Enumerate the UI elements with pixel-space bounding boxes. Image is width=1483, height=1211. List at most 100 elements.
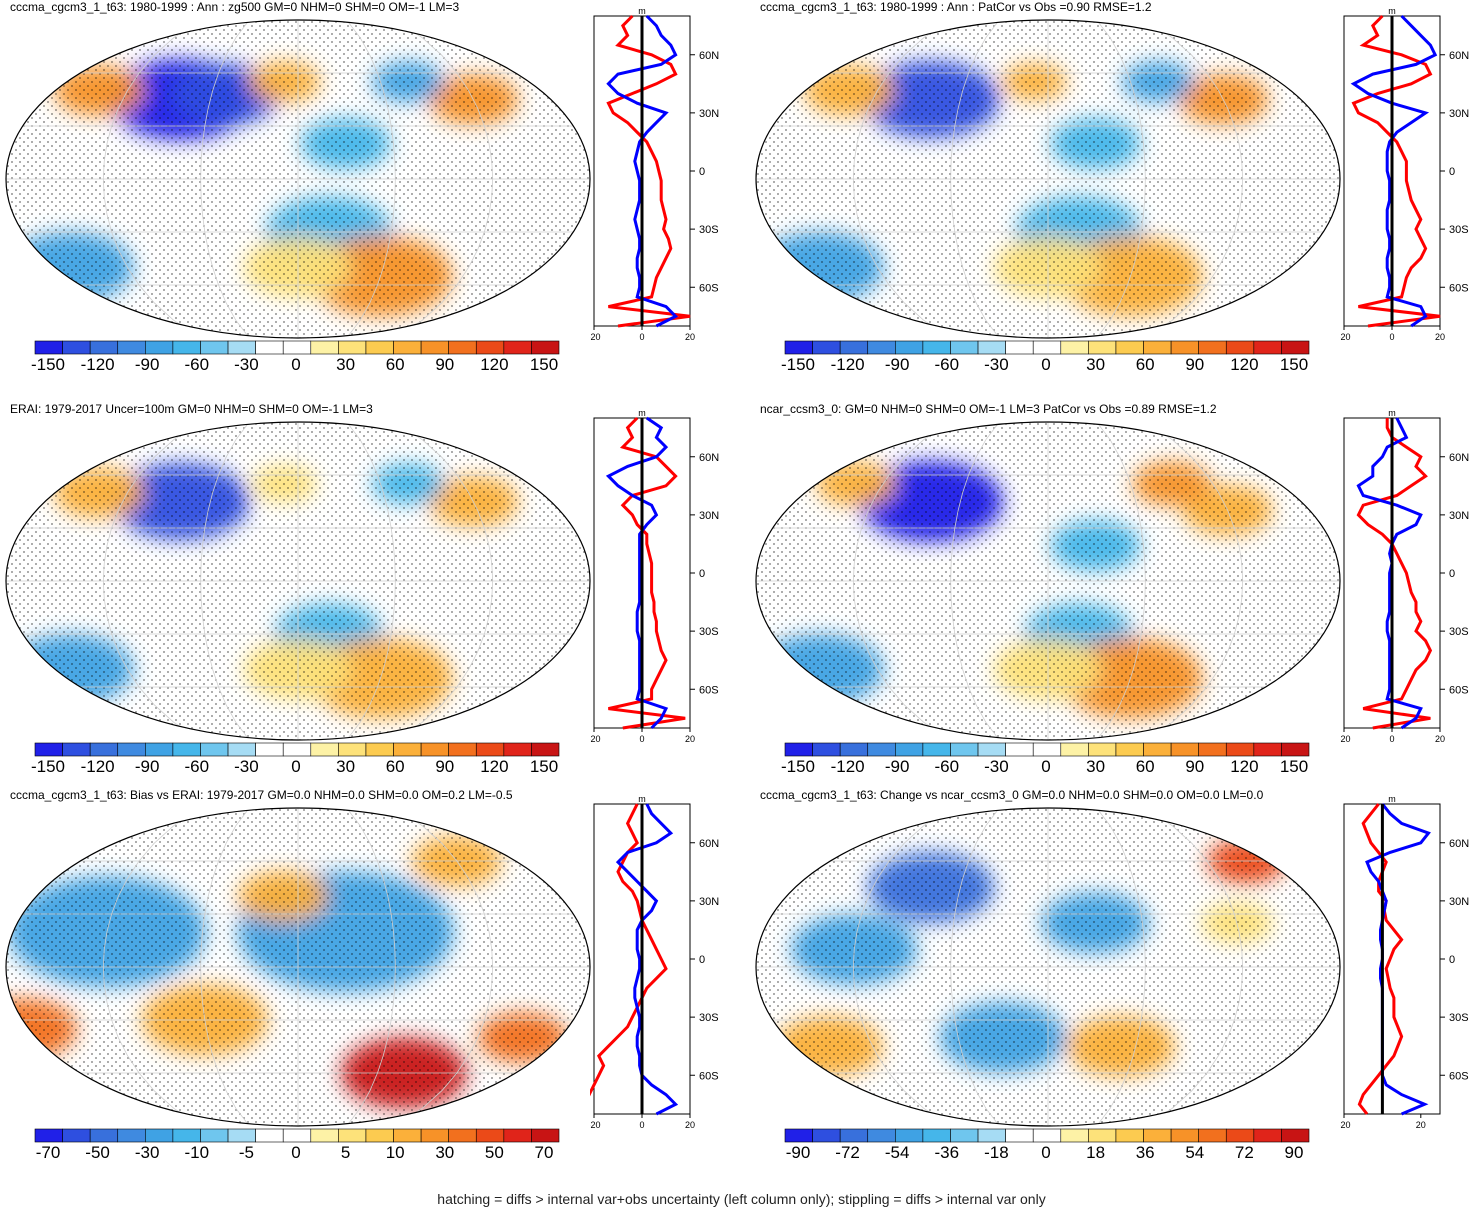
colorbar-tick-label: 120 xyxy=(1230,355,1259,374)
world-map xyxy=(5,807,591,1127)
zonal-lat-tick: 30N xyxy=(1449,896,1469,908)
colorbar-tick-label: -120 xyxy=(830,355,865,374)
colorbar-tick-label: -60 xyxy=(184,757,210,776)
zonal-x-tick: 0 xyxy=(1389,734,1394,744)
colorbar-tick-label: -30 xyxy=(984,757,1009,776)
colorbar-tick-label: -60 xyxy=(184,355,210,374)
colorbar-tick-label: -90 xyxy=(884,757,910,776)
colorbar-labels: -70 -50 -30 -10 -5 0 5 10 30 50 70 xyxy=(34,1143,558,1165)
colorbar-tick-label: -90 xyxy=(884,355,910,374)
colorbar-tick-label: -150 xyxy=(30,757,66,776)
colorbar-tick-label: 0 xyxy=(1041,757,1051,776)
zonal-x-tick: 20 xyxy=(685,734,695,744)
colorbar-tick-label: -90 xyxy=(785,1143,811,1162)
zonal-x-tick: 0 xyxy=(639,332,644,342)
zonal-obs-line xyxy=(590,803,668,1097)
zonal-mean-plot: m 60N 30N 0 30S 60S -20 0 20 xyxy=(590,794,719,1130)
colorbar-tick-label: -50 xyxy=(85,1143,110,1162)
zonal-lat-tick: 0 xyxy=(699,568,705,580)
colorbar-tick-label: 30 xyxy=(435,1143,455,1162)
colorbar-tick-label: 90 xyxy=(435,757,455,776)
zonal-lat-tick: 30S xyxy=(1449,224,1469,236)
zonal-lat-tick: 0 xyxy=(1449,166,1455,178)
colorbar-tick-label: 150 xyxy=(529,355,559,374)
zonal-lat-tick: 30S xyxy=(699,1012,719,1024)
colorbar-tick-label: 18 xyxy=(1086,1143,1106,1162)
colorbar-tick-label: 0 xyxy=(1041,355,1051,374)
zonal-x-tick: -20 xyxy=(1340,1120,1351,1130)
zonal-lat-tick: 30N xyxy=(1449,108,1469,120)
zonal-lat-tick: 0 xyxy=(1449,954,1455,966)
colorbar-tick-label: -72 xyxy=(835,1143,860,1162)
colorbar-tick-label: 72 xyxy=(1234,1143,1254,1162)
zonal-lat-tick: 0 xyxy=(699,166,705,178)
panel-title: cccma_cgcm3_1_t63: Change vs ncar_ccsm3_… xyxy=(760,788,1264,802)
colorbar xyxy=(784,340,1310,355)
colorbar-tick-label: 150 xyxy=(1279,355,1309,374)
zonal-lat-tick: 60S xyxy=(1449,684,1469,696)
zonal-x-tick: -20 xyxy=(590,332,601,342)
colorbar-tick-label: -150 xyxy=(780,355,816,374)
colorbar xyxy=(784,742,1310,757)
zonal-unit-label: m xyxy=(1388,408,1396,418)
colorbar-tick-label: -10 xyxy=(184,1143,210,1162)
zonal-obs-line xyxy=(606,14,691,328)
zonal-unit-label: m xyxy=(1388,794,1396,804)
colorbar-tick-label: 150 xyxy=(1279,757,1309,776)
zonal-unit-label: m xyxy=(1388,6,1396,16)
zonal-mean-plot: m 60N 30N 0 30S 60S -20 0 20 xyxy=(590,408,719,744)
colorbar-tick-label: 0 xyxy=(1041,1143,1051,1162)
zonal-unit-label: m xyxy=(638,408,646,418)
world-map xyxy=(755,421,1341,741)
panel-title: ERAI: 1979-2017 Uncer=100m GM=0 NHM=0 SH… xyxy=(10,402,373,416)
zonal-lat-tick: 30S xyxy=(699,626,719,638)
colorbar-tick-label: 60 xyxy=(1135,355,1155,374)
panel-title: cccma_cgcm3_1_t63: 1980-1999 : Ann : Pat… xyxy=(760,0,1152,14)
zonal-x-tick: 20 xyxy=(685,1120,695,1130)
colorbar-tick-label: 60 xyxy=(385,355,405,374)
zonal-lat-tick: 60S xyxy=(1449,1070,1469,1082)
zonal-lat-tick: 30S xyxy=(699,224,719,236)
colorbar-tick-label: -30 xyxy=(234,355,259,374)
map-panel: cccma_cgcm3_1_t63: Bias vs ERAI: 1979-20… xyxy=(0,788,750,1178)
world-map xyxy=(755,807,1341,1127)
zonal-lat-tick: 30N xyxy=(699,108,719,120)
colorbar-tick-label: -30 xyxy=(234,757,259,776)
zonal-lat-tick: 0 xyxy=(699,954,705,966)
colorbar-tick-label: 70 xyxy=(534,1143,554,1162)
colorbar-tick-label: -18 xyxy=(984,1143,1009,1162)
map-panel: ncar_ccsm3_0: GM=0 NHM=0 SHM=0 OM=-1 LM=… xyxy=(750,402,1483,792)
map-border xyxy=(755,421,1341,741)
zonal-x-tick: -20 xyxy=(590,1120,601,1130)
colorbar-tick-label: -60 xyxy=(934,757,960,776)
zonal-lat-tick: 30N xyxy=(1449,510,1469,522)
colorbar-tick-label: -90 xyxy=(134,757,160,776)
colorbar xyxy=(784,1128,1310,1143)
colorbar-tick-label: 60 xyxy=(385,757,405,776)
zonal-unit-label: m xyxy=(638,6,646,16)
zonal-lat-tick: 60N xyxy=(699,50,719,62)
zonal-x-tick: -20 xyxy=(1340,332,1351,342)
map-border xyxy=(5,19,591,339)
zonal-mean-plot: m 60N 30N 0 30S 60S -20 0 20 xyxy=(1340,408,1469,744)
colorbar-tick-label: -70 xyxy=(35,1143,61,1162)
world-map xyxy=(755,19,1341,339)
figure-footnote: hatching = diffs > internal var+obs unce… xyxy=(437,1191,1046,1207)
zonal-model-line xyxy=(615,803,679,1116)
colorbar-tick-label: 90 xyxy=(435,355,455,374)
world-map xyxy=(5,19,591,339)
zonal-x-tick: 20 xyxy=(1435,332,1445,342)
zonal-obs-line xyxy=(1356,418,1433,730)
zonal-unit-label: m xyxy=(638,794,646,804)
map-border xyxy=(5,807,591,1127)
zonal-lat-tick: 60S xyxy=(699,684,719,696)
colorbar-tick-label: -30 xyxy=(984,355,1009,374)
zonal-x-tick: 20 xyxy=(1435,734,1445,744)
zonal-model-line xyxy=(606,14,679,328)
zonal-obs-line xyxy=(608,416,686,730)
zonal-lat-tick: 60N xyxy=(1449,50,1469,62)
colorbar-tick-label: 30 xyxy=(336,757,356,776)
colorbar-tick-label: -150 xyxy=(30,355,66,374)
colorbar-tick-label: 90 xyxy=(1284,1143,1304,1162)
colorbar-tick-label: 120 xyxy=(1230,757,1259,776)
